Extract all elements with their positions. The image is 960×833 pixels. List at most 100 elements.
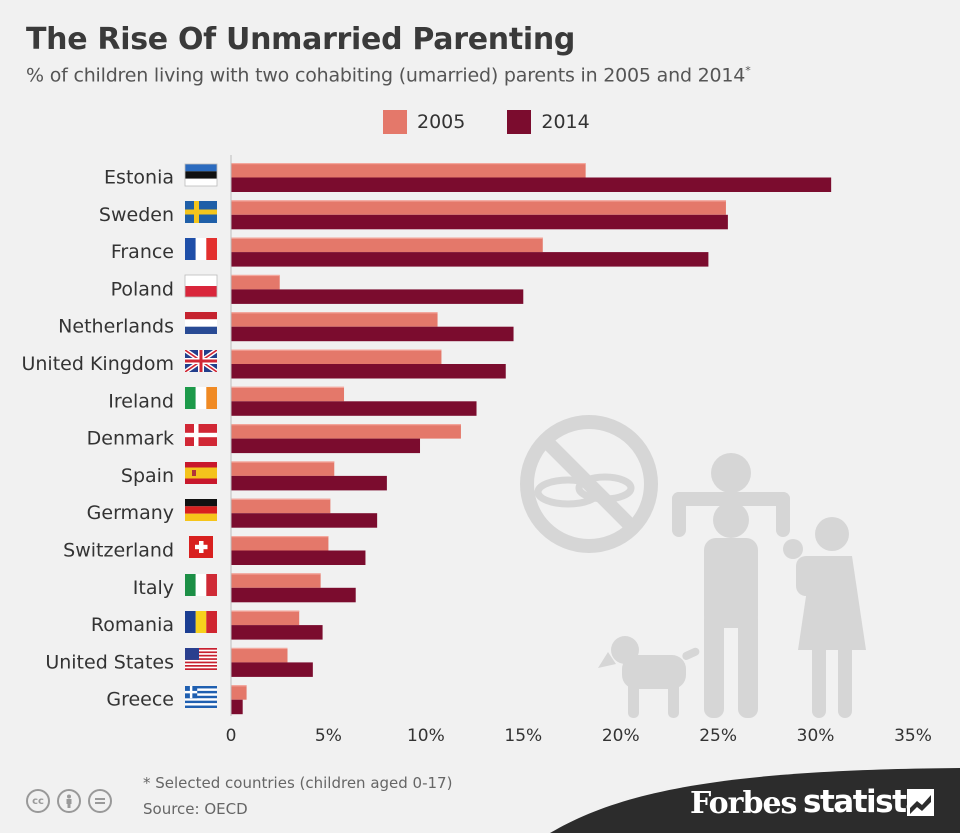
uk-flag-icon — [185, 350, 217, 372]
prohibited-circle-icon — [520, 415, 658, 553]
bar-2005-switzerland — [231, 536, 329, 551]
source-link[interactable]: Source: OECD — [143, 800, 248, 818]
bar-2014-italy — [231, 587, 356, 603]
bar-highlight-netherlands — [231, 312, 438, 314]
netherlands-flag-icon — [185, 312, 217, 334]
attribution-icon — [57, 789, 81, 813]
bar-highlight-switzerland — [231, 536, 329, 538]
bar-highlight-germany — [231, 498, 331, 500]
ring-icon-2 — [575, 473, 635, 503]
footnote: * Selected countries (children aged 0-17… — [143, 774, 453, 792]
bar-highlight-denmark — [231, 424, 461, 426]
bar-2005-united-states — [231, 647, 288, 663]
license-icons: cc — [26, 789, 119, 813]
legend-label-2014: 2014 — [541, 111, 590, 133]
poland-flag-icon — [184, 274, 218, 298]
bar-2005-denmark — [231, 424, 461, 439]
bar-2014-france — [231, 252, 709, 267]
statista-logo[interactable]: statista — [803, 784, 926, 820]
bar-2005-estonia — [231, 163, 586, 178]
bar-2005-ireland — [231, 386, 345, 402]
forbes-logo[interactable]: Forbes — [690, 786, 797, 821]
chart-title: The Rise Of Unmarried Parenting — [26, 22, 576, 57]
legend-swatch-2005 — [383, 110, 407, 134]
legend: 2005 2014 — [383, 110, 632, 134]
bar-2005-greece — [231, 685, 247, 700]
bar-2014-greece — [231, 699, 243, 715]
germany-flag-icon — [185, 499, 217, 521]
bar-2014-netherlands — [231, 326, 514, 342]
country-label-united-kingdom: United Kingdom — [21, 353, 174, 375]
bar-chart: Estonia Sweden France Poland Netherlands Unit… — [21, 155, 932, 746]
country-label-greece: Greece — [106, 689, 174, 711]
country-label-france: France — [111, 241, 174, 263]
statista-mark-icon — [907, 789, 934, 816]
bar-2005-united-kingdom — [231, 349, 442, 364]
france-flag-icon — [185, 238, 217, 260]
greece-flag-icon — [185, 686, 217, 708]
mother-icon — [783, 517, 866, 718]
chart-subtitle: % of children living with two cohabiting… — [26, 64, 751, 86]
usa-flag-icon — [185, 648, 217, 670]
ireland-flag-icon — [185, 387, 217, 409]
country-label-sweden: Sweden — [99, 204, 174, 226]
bar-highlight-sweden — [231, 200, 726, 202]
x-tick-label-0: 0 — [226, 726, 237, 746]
bar-2014-estonia — [231, 177, 832, 192]
subtitle-text: % of children living with two cohabiting… — [26, 64, 746, 87]
bar-2005-romania — [231, 610, 300, 626]
bar-2005-sweden — [231, 200, 726, 215]
country-label-estonia: Estonia — [104, 167, 174, 189]
bar-2014-united-kingdom — [231, 364, 506, 379]
bar-highlight-france — [231, 237, 543, 239]
x-tick-label-10: 10% — [407, 726, 445, 746]
bar-highlight-estonia — [231, 163, 586, 165]
bar-2014-sweden — [231, 214, 728, 230]
bar-highlight-poland — [231, 274, 280, 277]
bar-2005-poland — [231, 274, 280, 290]
bar-highlight-italy — [231, 573, 321, 575]
bar-2014-romania — [231, 625, 323, 640]
country-label-netherlands: Netherlands — [58, 316, 174, 338]
bar-2014-poland — [231, 289, 524, 304]
bar-2014-denmark — [231, 438, 421, 454]
bar-2014-switzerland — [231, 550, 366, 565]
bar-2005-france — [231, 237, 543, 253]
country-label-united-states: United States — [45, 651, 174, 673]
bar-2005-italy — [231, 573, 321, 588]
country-label-ireland: Ireland — [108, 390, 174, 412]
bar-highlight-united-kingdom — [231, 349, 442, 351]
switzerland-flag-icon — [189, 536, 213, 558]
bar-highlight-united-states — [231, 647, 288, 650]
country-label-germany: Germany — [87, 502, 174, 524]
x-tick-label-25: 25% — [699, 726, 737, 746]
bar-highlight-spain — [231, 461, 335, 463]
x-tick-label-5: 5% — [315, 726, 342, 746]
flags-layer — [184, 163, 218, 708]
x-tick-label-20: 20% — [602, 726, 640, 746]
bar-2005-spain — [231, 461, 335, 476]
country-label-italy: Italy — [133, 577, 174, 599]
bar-2014-germany — [231, 513, 378, 528]
legend-swatch-2014 — [507, 110, 532, 134]
bar-2014-united-states — [231, 662, 313, 677]
no-derivatives-icon — [88, 789, 112, 813]
sweden-flag-icon — [185, 201, 217, 223]
x-tick-label-15: 15% — [504, 726, 542, 746]
country-label-denmark: Denmark — [87, 428, 174, 450]
x-tick-label-30: 30% — [797, 726, 835, 746]
bar-highlight-greece — [231, 685, 247, 687]
legend-item-2014: 2014 — [507, 110, 590, 134]
ring-icon — [534, 476, 602, 508]
subtitle-asterisk: * — [745, 64, 751, 77]
estonia-flag-icon — [184, 163, 218, 187]
bar-2014-spain — [231, 475, 387, 491]
denmark-flag-icon — [185, 424, 217, 446]
italy-flag-icon — [185, 574, 217, 596]
country-label-switzerland: Switzerland — [63, 540, 174, 562]
bar-highlight-romania — [231, 610, 300, 612]
romania-flag-icon — [185, 611, 217, 633]
bar-2005-germany — [231, 498, 331, 514]
legend-label-2005: 2005 — [417, 111, 466, 133]
